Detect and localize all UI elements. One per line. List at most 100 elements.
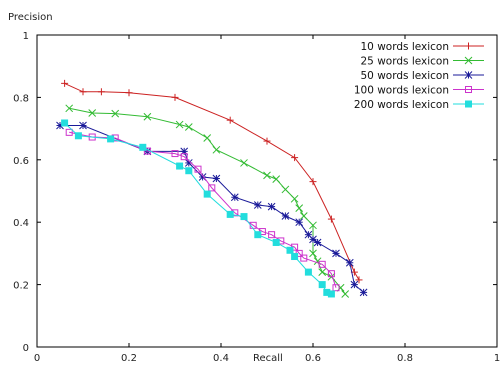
series-4 [65,128,340,292]
data-point [318,281,326,289]
data-point [176,162,184,170]
data-point [290,194,299,203]
data-point [171,93,179,101]
data-point [359,288,368,297]
data-point [318,268,327,276]
data-point [203,134,212,142]
y-tick-label: 1 [23,31,29,42]
data-point [79,121,87,130]
data-point [355,276,363,284]
data-point [327,290,335,298]
data-point [212,145,221,154]
legend-label: 50 words lexicon [361,70,450,82]
y-tick-label: 0 [23,343,29,354]
legend: 10 words lexicon 25 words lexicon 50 words… [354,41,484,111]
data-point [263,171,271,180]
series-line [64,122,332,295]
data-point [79,88,87,96]
x-tick-label: 0.4 [213,353,229,364]
x-tick-label: 0.8 [397,353,413,364]
x-tick-label: 0 [34,353,40,364]
data-point [208,184,216,192]
y-tick-label: 0.2 [13,281,29,292]
x-tick-label: 1 [494,353,500,364]
data-point [263,137,271,145]
legend-marker [464,56,473,65]
data-point [88,109,97,117]
data-point [171,150,179,158]
data-point [332,284,340,292]
data-point [309,235,317,244]
data-point [299,212,308,220]
data-point [74,132,82,140]
data-point [350,280,359,289]
data-point [281,212,290,220]
data-point [253,201,262,209]
data-point [203,190,211,198]
y-tick-label: 0.6 [13,156,29,167]
data-point [65,104,74,113]
legend-marker [465,100,472,108]
y-tick-label: 0.8 [13,93,29,104]
data-point [341,290,350,298]
data-point [267,202,276,211]
data-point [272,175,281,183]
data-point [295,204,304,213]
series-1 [61,79,363,284]
legend-label: 25 words lexicon [361,56,450,68]
data-point [185,167,193,175]
data-point [309,221,317,230]
series-5 [61,119,335,298]
data-point [230,193,239,202]
series-line [69,107,346,295]
y-axis-label: Precision [8,12,53,23]
data-point [212,174,221,183]
data-point [175,120,184,129]
data-point [295,218,304,227]
data-point [226,116,234,124]
data-point [180,153,188,161]
legend-marker [465,42,472,50]
legend-label: 200 words lexicon [354,99,449,111]
series-line [69,131,337,288]
data-point [61,79,69,87]
data-point [345,258,354,267]
legend-label: 10 words lexicon [361,41,450,53]
data-point [65,128,73,136]
data-point [240,159,248,167]
data-point [323,288,331,296]
data-point [281,185,290,194]
data-point [300,254,308,262]
data-point [111,109,120,118]
x-tick-label: 0.2 [121,353,137,364]
data-point [327,270,335,278]
data-point [336,283,345,292]
x-tick-label: 0.6 [305,353,321,364]
data-point [327,215,335,223]
y-tick-label: 0.4 [13,218,29,229]
data-point [97,88,105,96]
data-point [254,231,262,239]
legend-marker [464,71,473,79]
data-point [313,238,322,247]
legend-marker [465,86,472,93]
legend-label: 100 words lexicon [354,85,449,97]
data-point [107,135,115,143]
plot-frame [36,34,498,348]
data-point [272,238,280,246]
data-point [125,89,133,97]
data-point [226,210,234,218]
data-point [291,154,299,162]
series-line [60,125,364,293]
data-point [318,260,326,268]
data-point [309,178,317,186]
data-point [304,268,312,276]
data-point [332,249,340,258]
data-point [268,231,276,239]
data-point [139,143,147,151]
x-axis-label: Recall [253,353,283,364]
data-point [286,246,294,254]
data-point [309,249,317,258]
data-point [291,253,299,261]
